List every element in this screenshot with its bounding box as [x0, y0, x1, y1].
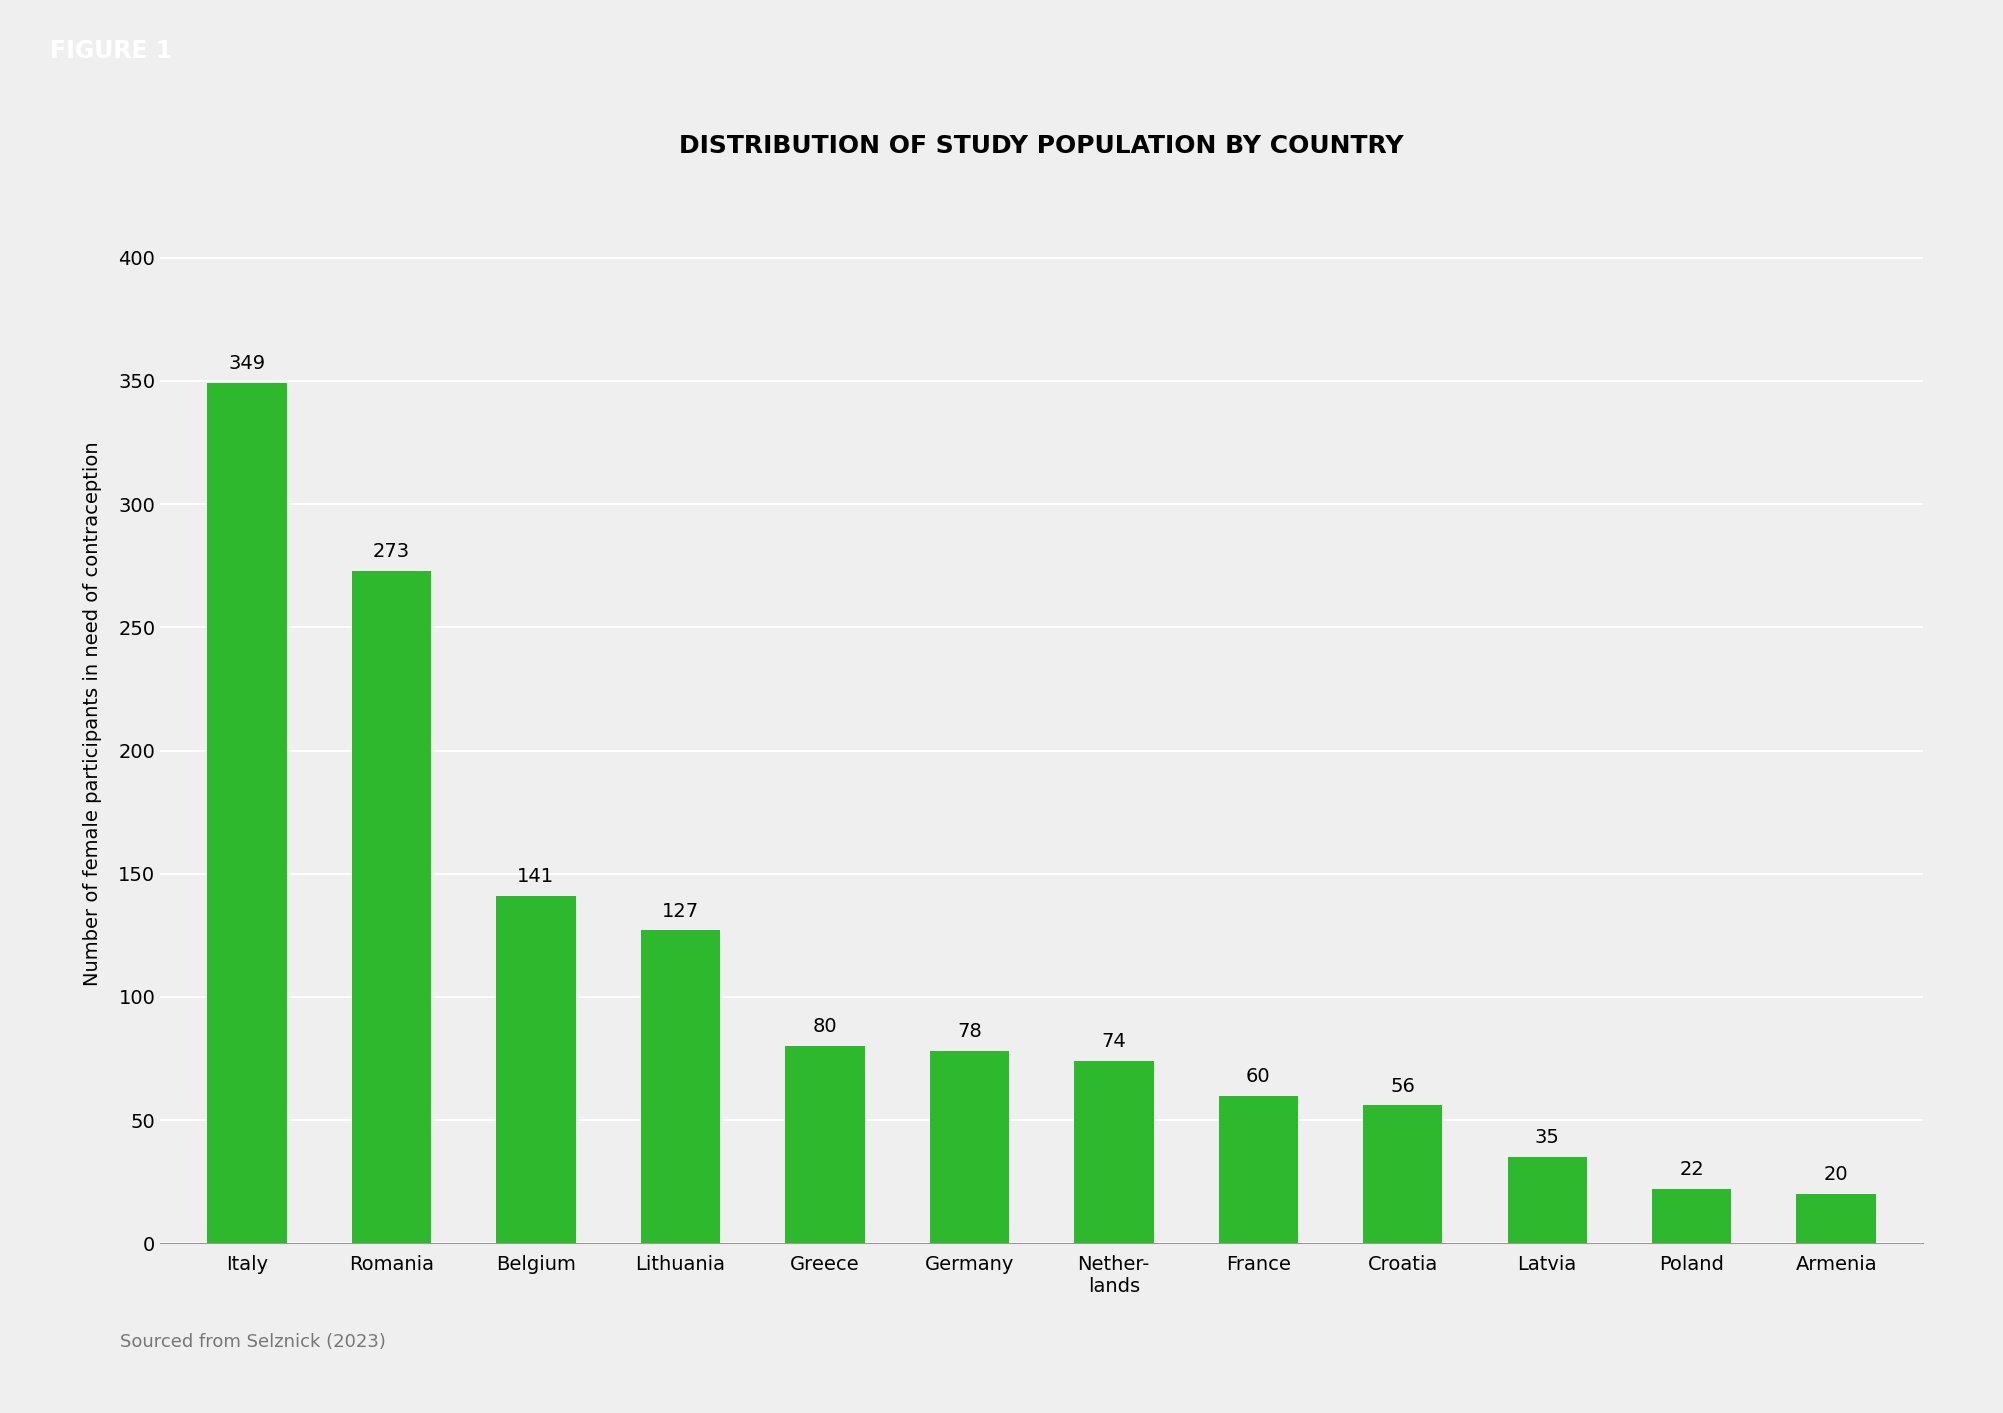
Text: 22: 22	[1679, 1160, 1705, 1180]
Bar	[929, 1051, 1010, 1243]
Bar	[641, 930, 721, 1243]
Text: 273: 273	[373, 541, 411, 561]
Y-axis label: Number of female participants in need of contraception: Number of female participants in need of…	[82, 441, 102, 986]
Bar	[353, 571, 431, 1243]
Title: DISTRIBUTION OF STUDY POPULATION BY COUNTRY: DISTRIBUTION OF STUDY POPULATION BY COUN…	[679, 134, 1404, 158]
Bar	[1218, 1095, 1298, 1243]
Bar	[1508, 1157, 1586, 1243]
Bar	[497, 896, 575, 1243]
Text: 78: 78	[957, 1023, 981, 1041]
Text: 74: 74	[1102, 1033, 1126, 1051]
Text: FIGURE 1: FIGURE 1	[50, 38, 172, 62]
Text: 80: 80	[813, 1017, 837, 1036]
Bar	[206, 383, 286, 1243]
Text: Sourced from Selznick (2023): Sourced from Selznick (2023)	[120, 1334, 387, 1351]
Text: 349: 349	[228, 355, 266, 373]
Text: 127: 127	[661, 901, 699, 921]
Bar	[1074, 1061, 1154, 1243]
Text: 141: 141	[517, 868, 555, 886]
Bar	[1362, 1105, 1442, 1243]
Bar	[1797, 1194, 1877, 1243]
Text: 20: 20	[1825, 1166, 1849, 1184]
Text: 35: 35	[1534, 1129, 1560, 1147]
Text: 60: 60	[1246, 1067, 1270, 1085]
Text: 56: 56	[1390, 1077, 1416, 1095]
Bar	[1652, 1190, 1731, 1243]
Bar	[785, 1046, 865, 1243]
